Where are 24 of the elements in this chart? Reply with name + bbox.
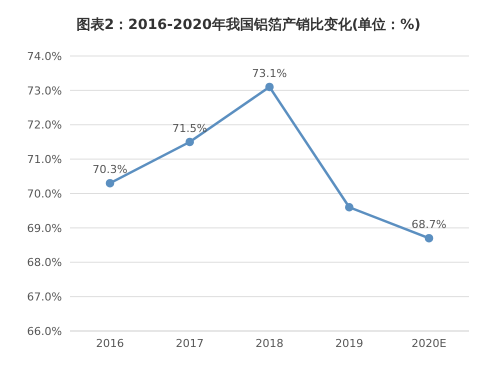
x-tick-label: 2019 (335, 336, 364, 350)
x-tick-label: 2017 (176, 336, 204, 350)
point (186, 138, 194, 146)
chart-title: 图表2：2016-2020年我国铝箔产销比变化(单位：%) (75, 16, 422, 35)
x-tick-label: 2018 (256, 336, 284, 350)
y-tick-label: 69.0% (27, 222, 62, 235)
data-label: 73.1% (252, 66, 287, 80)
y-tick-label: 68.0% (27, 256, 62, 270)
point (106, 178, 114, 188)
y-tick-label: 72.0% (27, 118, 62, 132)
y-tick-label: 70.0% (27, 187, 62, 200)
y-tick-label: 71.0% (27, 153, 62, 166)
y-tick-label: 67.0% (27, 290, 62, 304)
point (265, 82, 274, 92)
y-tick-label: 74.0% (27, 50, 62, 63)
x-tick-label: 2020E (412, 336, 447, 350)
y-tick-label: 66.0% (27, 324, 62, 338)
y-tick-label: 73.0% (27, 84, 62, 98)
data-label: 68.7% (412, 218, 446, 232)
x-tick-label: 2016 (96, 336, 124, 350)
point (345, 203, 354, 212)
point (424, 234, 434, 242)
data-label: 71.5% (172, 122, 208, 135)
data-label: 70.3% (92, 163, 128, 176)
